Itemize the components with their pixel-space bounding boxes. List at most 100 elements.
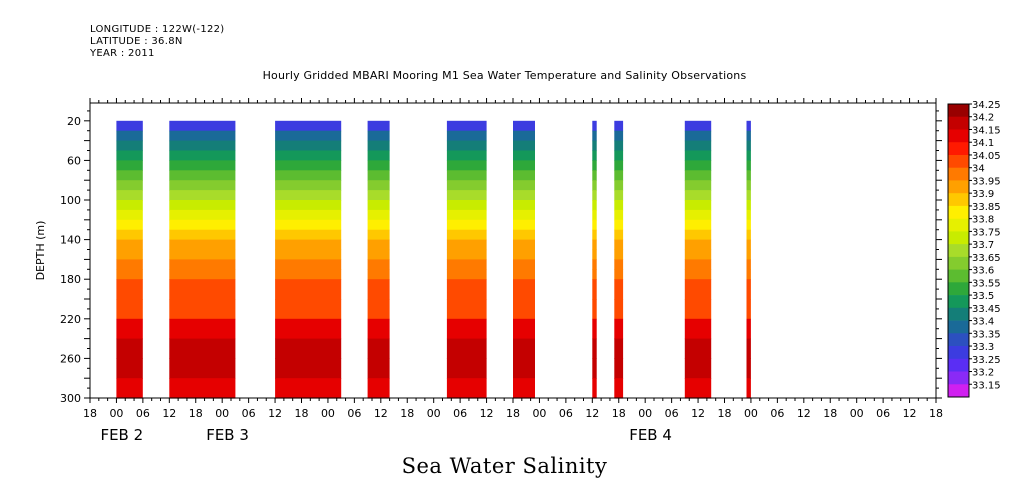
salinity-band bbox=[275, 180, 342, 191]
salinity-band bbox=[116, 239, 143, 251]
colorbar-swatch bbox=[948, 320, 969, 334]
colorbar-swatch bbox=[948, 244, 969, 258]
salinity-band bbox=[169, 140, 236, 152]
salinity-band bbox=[116, 120, 143, 132]
salinity-band bbox=[367, 299, 390, 320]
x-tick-label: 00 bbox=[427, 407, 441, 420]
salinity-band bbox=[746, 200, 751, 211]
salinity-band bbox=[592, 160, 597, 171]
salinity-band bbox=[446, 130, 487, 142]
salinity-band bbox=[275, 239, 342, 251]
colorbar-swatch bbox=[948, 167, 969, 181]
salinity-band bbox=[746, 160, 751, 171]
salinity-band bbox=[746, 120, 751, 132]
x-tick-label: 18 bbox=[929, 407, 943, 420]
salinity-band bbox=[513, 259, 535, 270]
salinity-band bbox=[169, 299, 236, 320]
colorbar-label: 33.95 bbox=[972, 176, 1001, 187]
salinity-band bbox=[513, 338, 535, 359]
colorbar-label: 34.05 bbox=[972, 151, 1001, 162]
colorbar-swatch bbox=[948, 129, 969, 143]
salinity-band bbox=[275, 170, 342, 181]
salinity-band bbox=[513, 318, 535, 340]
colorbar-label: 33.2 bbox=[972, 368, 994, 379]
x-tick-label: 18 bbox=[506, 407, 520, 420]
salinity-band bbox=[513, 160, 535, 171]
salinity-band bbox=[614, 130, 624, 142]
salinity-band bbox=[367, 259, 390, 270]
salinity-band bbox=[513, 239, 535, 251]
salinity-band bbox=[592, 378, 597, 399]
salinity-band bbox=[614, 229, 624, 241]
salinity-band bbox=[275, 190, 342, 201]
salinity-band bbox=[746, 249, 751, 260]
x-tick-label: 12 bbox=[585, 407, 599, 420]
salinity-band bbox=[684, 200, 712, 211]
salinity-band bbox=[684, 358, 712, 379]
salinity-band bbox=[684, 190, 712, 201]
salinity-band bbox=[746, 229, 751, 241]
salinity-band bbox=[446, 249, 487, 260]
colorbar-label: 33.85 bbox=[972, 202, 1001, 213]
salinity-band bbox=[592, 249, 597, 260]
salinity-band bbox=[592, 358, 597, 379]
salinity-band bbox=[746, 378, 751, 399]
latitude-label: LATITUDE : 36.8N bbox=[90, 36, 183, 47]
salinity-band bbox=[592, 190, 597, 201]
salinity-band bbox=[513, 180, 535, 191]
salinity-band bbox=[275, 338, 342, 359]
salinity-band bbox=[614, 318, 624, 340]
y-tick-label: 140 bbox=[60, 234, 81, 247]
salinity-band bbox=[614, 259, 624, 270]
colorbar-label: 33.15 bbox=[972, 380, 1001, 391]
colorbar-swatch bbox=[948, 269, 969, 283]
salinity-band bbox=[275, 209, 342, 221]
colorbar-swatch bbox=[948, 193, 969, 207]
y-tick-label: 180 bbox=[60, 273, 81, 286]
salinity-band bbox=[169, 160, 236, 171]
salinity-band bbox=[367, 209, 390, 221]
x-tick-label: 18 bbox=[83, 407, 97, 420]
salinity-band bbox=[513, 150, 535, 161]
salinity-band bbox=[169, 170, 236, 181]
salinity-band bbox=[116, 279, 143, 300]
salinity-band bbox=[169, 239, 236, 251]
colorbar-label: 33.35 bbox=[972, 329, 1001, 340]
colorbar-label: 34.2 bbox=[972, 113, 994, 124]
salinity-band bbox=[169, 259, 236, 270]
x-tick-label: 06 bbox=[347, 407, 361, 420]
salinity-band bbox=[116, 209, 143, 221]
salinity-band bbox=[614, 338, 624, 359]
salinity-band bbox=[513, 229, 535, 241]
salinity-band bbox=[746, 180, 751, 191]
salinity-band bbox=[275, 358, 342, 379]
salinity-band bbox=[746, 219, 751, 231]
x-tick-label: 18 bbox=[189, 407, 203, 420]
salinity-band bbox=[169, 338, 236, 359]
colorbar-swatch bbox=[948, 104, 969, 118]
salinity-band bbox=[513, 120, 535, 132]
salinity-band bbox=[684, 318, 712, 340]
colorbar-label: 34.25 bbox=[972, 100, 1001, 111]
y-axis-label: DEPTH (m) bbox=[34, 221, 47, 281]
salinity-band bbox=[746, 338, 751, 359]
salinity-band bbox=[116, 190, 143, 201]
colorbar-label: 33.3 bbox=[972, 342, 994, 353]
salinity-band bbox=[684, 279, 712, 300]
salinity-band bbox=[169, 130, 236, 142]
colorbar-swatch bbox=[948, 333, 969, 347]
x-tick-label: 18 bbox=[400, 407, 414, 420]
colorbar-label: 33.75 bbox=[972, 227, 1001, 238]
salinity-band bbox=[684, 239, 712, 251]
data-segment bbox=[684, 120, 712, 399]
salinity-band bbox=[169, 209, 236, 221]
colorbar-label: 33.55 bbox=[972, 278, 1001, 289]
salinity-band bbox=[446, 269, 487, 280]
salinity-band bbox=[275, 299, 342, 320]
salinity-band bbox=[367, 219, 390, 231]
colorbar-swatch bbox=[948, 282, 969, 296]
salinity-band bbox=[684, 130, 712, 142]
salinity-band bbox=[592, 338, 597, 359]
colorbar-label: 34.1 bbox=[972, 138, 994, 149]
